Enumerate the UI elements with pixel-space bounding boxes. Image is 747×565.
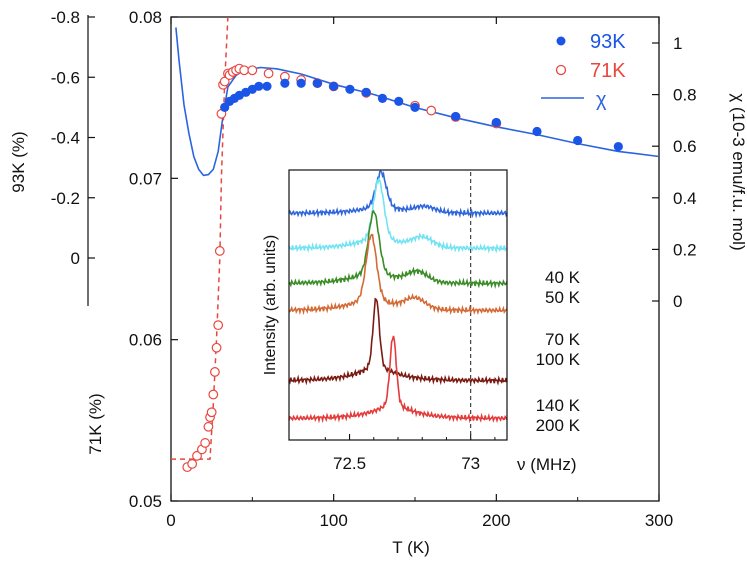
inset-frame (288, 169, 508, 441)
inset-spectrum-line (288, 233, 508, 316)
legend-93K-marker (556, 36, 566, 46)
71K-point (219, 76, 230, 87)
chi-tick-label: 1 (673, 34, 682, 53)
71K-point (263, 68, 274, 79)
y71-tick-label: 0.07 (129, 169, 162, 188)
93K-point (613, 141, 623, 152)
71K-point (239, 65, 250, 76)
inset-spectrum-line (288, 335, 508, 424)
chi-curve (175, 27, 660, 177)
inset-y-label: Intensity (arb. units) (262, 235, 279, 376)
legend-93K-label: 93K (590, 31, 626, 53)
x-tick-label: 200 (482, 511, 510, 530)
inset-spectrum-line (288, 210, 508, 289)
93K-point (296, 78, 306, 88)
chi-tick-label: 0.2 (673, 240, 697, 259)
inset-spectrum-line (288, 297, 508, 386)
93K-point (262, 81, 272, 91)
inset-series-label: 50 K (545, 288, 581, 307)
x-tick-label: 100 (319, 511, 347, 530)
71K-point (214, 246, 225, 256)
chi-tick-label: 0.6 (673, 137, 697, 156)
71K-point (247, 65, 258, 76)
93K-point (329, 81, 339, 91)
93K-point (532, 126, 542, 137)
71K-point (213, 320, 224, 331)
inset-series-label: 140 K (536, 396, 581, 415)
93K-point (394, 96, 404, 106)
93K-point (491, 117, 501, 128)
y71-tick-label: 0.06 (129, 331, 162, 350)
legend-71K-label: 71K (590, 60, 626, 82)
y93-tick-label: -0.4 (51, 129, 80, 148)
93K-axis-label: 93K (%) (9, 131, 28, 192)
inset-series-label: 70 K (545, 330, 581, 349)
chi-tick-label: 0.4 (673, 189, 697, 208)
inset-series-label: 40 K (545, 268, 581, 287)
71K-point (203, 421, 214, 432)
y71-tick-label: 0.05 (129, 492, 162, 511)
inset-series-label: 200 K (536, 416, 581, 435)
93K-point (361, 87, 371, 97)
71K-point (208, 389, 219, 400)
71K-point (206, 407, 217, 418)
y93-tick-label: 0 (71, 249, 80, 268)
x-tick-label: 300 (645, 511, 673, 530)
y93-tick-label: -0.6 (51, 68, 80, 87)
legend: 93K 71K χ (541, 31, 626, 111)
inset-spectrum-line (288, 176, 508, 254)
71K-point (426, 105, 437, 116)
inset-series-label: 100 K (536, 350, 581, 369)
71K-point (200, 438, 211, 448)
71K-point (210, 367, 220, 377)
71K-dashed-guide (171, 16, 229, 460)
inset-x-tick-label: 72.5 (333, 454, 366, 473)
legend-71K-marker (555, 64, 567, 76)
71K-point (211, 342, 222, 353)
chi-axis-label: χ (10-3 emu/f.u. mol) (729, 93, 747, 250)
inset-x-label: ν (MHz) (517, 455, 576, 474)
93K-point (254, 81, 264, 91)
x-axis-label: T (K) (392, 538, 429, 557)
main-plot-layer: 0 100 200 3000.050.060.070.08-0.8-0.6-0.4-0… (51, 8, 697, 530)
y93-tick-label: -0.2 (51, 189, 80, 208)
93K-point (280, 78, 290, 88)
71K-point (187, 458, 198, 469)
93K-point (451, 111, 461, 122)
x-tick-label: 0 (166, 511, 175, 530)
93K-point (345, 84, 355, 94)
71K-point (192, 450, 202, 461)
93K-point (410, 102, 420, 112)
inset-spectrum-line (288, 170, 508, 219)
legend-chi-label: χ (596, 89, 607, 111)
inset-x-tick-label: 73 (461, 454, 480, 473)
71K-axis-label: 71K (%) (86, 393, 105, 454)
93K-point (377, 93, 388, 103)
y93-tick-label: -0.8 (51, 8, 80, 27)
93K-point (573, 135, 583, 146)
chi-tick-label: 0 (673, 292, 682, 311)
93K-point (312, 78, 322, 88)
y71-tick-label: 0.08 (129, 8, 162, 27)
chi-tick-label: 0.8 (673, 86, 697, 105)
